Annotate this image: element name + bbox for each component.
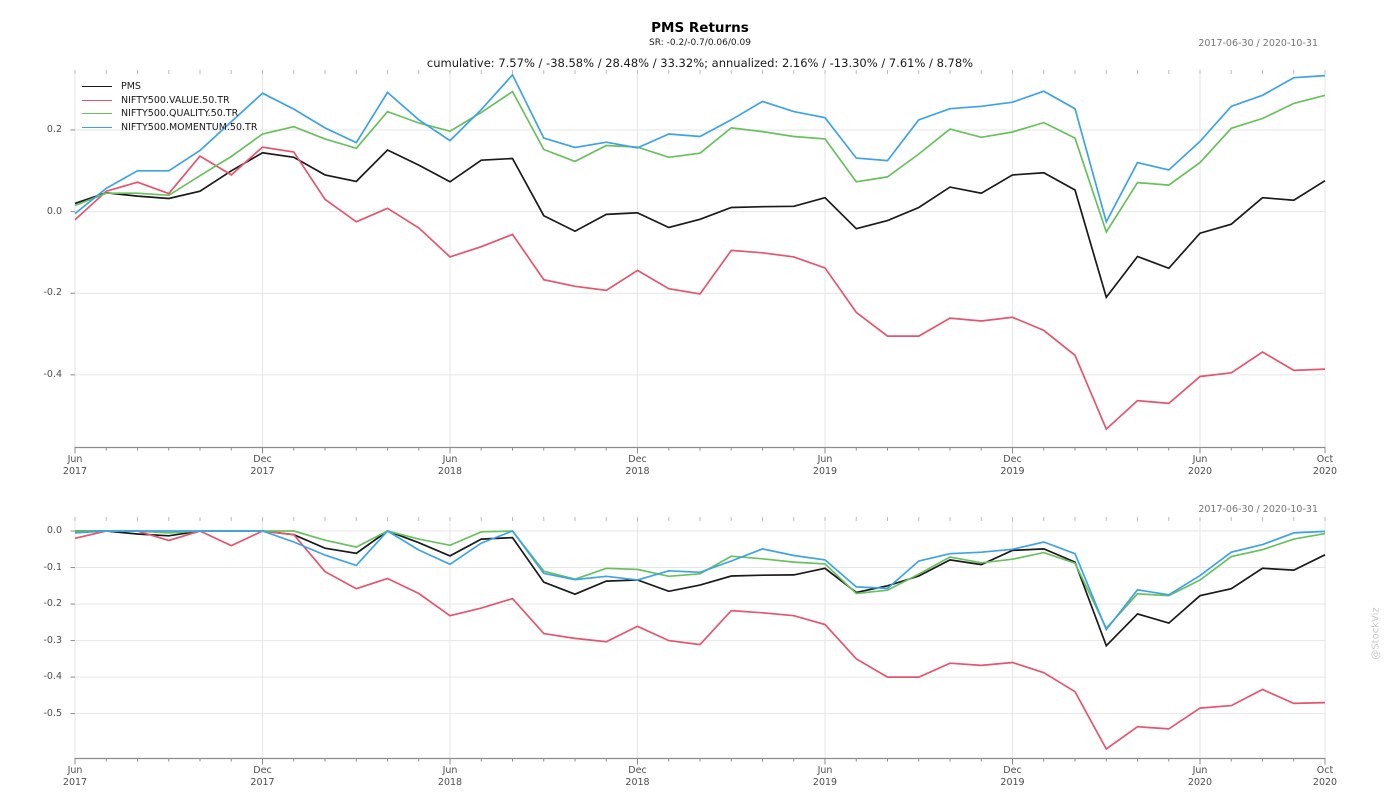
legend-label: NIFTY500.QUALITY.50.TR [121,108,239,120]
x-tick-label: Dec 2018 [625,454,650,477]
y-tick-label: -0.2 [43,287,62,299]
date-range-top: 2017-06-30 / 2020-10-31 [1198,38,1318,49]
x-tick-label: Jun 2020 [1187,454,1213,477]
y-tick-label: -0.1 [43,561,62,573]
y-tick-label: 0.2 [46,123,62,135]
x-tick-label: Jun 2017 [62,765,88,788]
series-line-momentum [74,529,1326,632]
legend-label: NIFTY500.MOMENTUM.50.TR [121,121,258,133]
date-range-bottom: 2017-06-30 / 2020-10-31 [1198,504,1318,515]
x-tick-label: Dec 2019 [1000,765,1025,788]
x-tick-label: Jun 2020 [1187,765,1213,788]
series-line-value [74,530,1326,751]
series-line-value [74,146,1326,431]
legend-line-swatch [82,99,112,101]
legend-label: PMS [121,81,141,93]
x-tick-label: Dec 2017 [250,765,275,788]
summary-line: cumulative: 7.57% / -38.58% / 28.48% / 3… [426,56,974,70]
legend-label: NIFTY500.VALUE.50.TR [121,94,230,106]
x-tick-label: Dec 2019 [1000,454,1025,477]
y-tick-label: 0.0 [46,205,62,217]
x-tick-label: Jun 2018 [437,765,463,788]
y-tick-label: -0.4 [43,671,62,683]
x-tick-label: Jun 2018 [437,454,463,477]
legend-line-swatch [82,86,112,88]
legend-item: NIFTY500.VALUE.50.TR [82,94,257,108]
series-line-pms [74,148,1326,300]
sharpe-subtitle: SR: -0.2/-0.7/0.06/0.09 [649,38,751,48]
legend: PMS NIFTY500.VALUE.50.TR NIFTY500.QUALITY.… [82,80,257,134]
x-tick-label: Jun 2019 [812,454,838,477]
y-tick-label: -0.3 [43,634,62,646]
y-tick-label: 0.0 [46,525,62,537]
page-title: PMS Returns [651,20,749,36]
series-line-quality [74,90,1326,234]
legend-line-swatch [82,113,112,115]
legend-item: PMS [82,80,257,94]
x-tick-label: Jun 2017 [62,454,88,477]
y-tick-label: -0.5 [43,707,62,719]
x-tick-label: Dec 2017 [250,454,275,477]
legend-item: NIFTY500.QUALITY.50.TR [82,107,257,121]
x-tick-label: Dec 2018 [625,765,650,788]
x-tick-label: Oct 2020 [1312,454,1338,477]
legend-line-swatch [82,126,112,128]
watermark: @StockViz [1370,607,1382,660]
x-tick-label: Jun 2019 [812,765,838,788]
y-tick-label: -0.2 [43,598,62,610]
y-tick-label: -0.4 [43,368,62,380]
series-line-momentum [74,73,1326,225]
x-tick-label: Oct 2020 [1312,765,1338,788]
legend-item: NIFTY500.MOMENTUM.50.TR [82,121,257,135]
